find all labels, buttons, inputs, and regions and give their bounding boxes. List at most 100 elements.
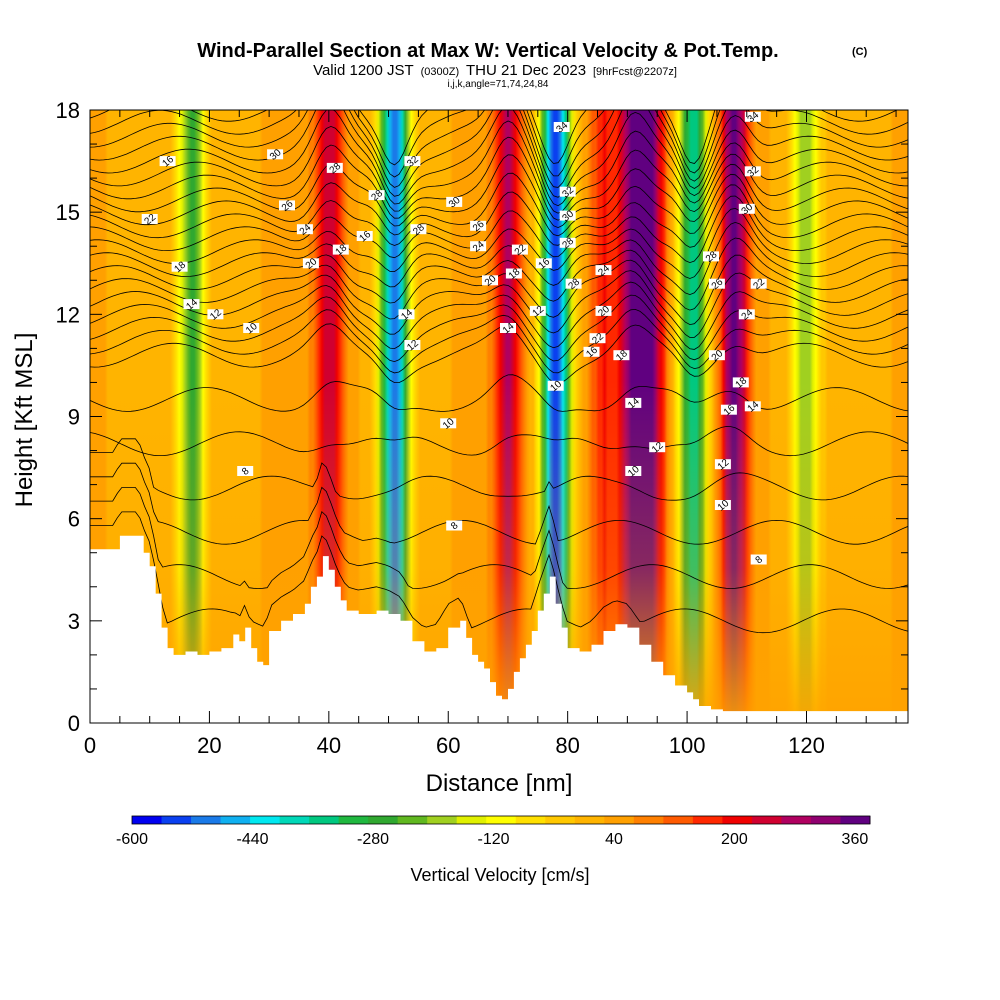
theta-contour-line bbox=[90, 270, 908, 338]
x-tick-label: 20 bbox=[197, 733, 221, 758]
theta-contour-label: 16 bbox=[583, 344, 600, 360]
theta-contour-line bbox=[90, 462, 908, 545]
y-tick-label: 3 bbox=[68, 609, 80, 634]
colorbar-swatch bbox=[751, 816, 782, 824]
colorbar-tick-labels: -600 -440 -280 -120 40 200 360 bbox=[116, 831, 868, 848]
theta-contour-label: 20 bbox=[595, 304, 612, 319]
colorbar-swatch bbox=[722, 816, 753, 824]
theta-contour-label: 26 bbox=[279, 198, 296, 214]
theta-contour-label: 20 bbox=[302, 256, 320, 272]
axis-ticks bbox=[89, 109, 908, 724]
theta-contour-line bbox=[90, 254, 908, 326]
theta-contour-label: 34 bbox=[744, 110, 762, 125]
colorbar-swatch bbox=[840, 816, 871, 824]
theta-contour-line bbox=[90, 110, 899, 166]
theta-contour-label: 12 bbox=[714, 457, 732, 473]
theta-contour-line bbox=[90, 172, 908, 237]
theta-contour-label: 32 bbox=[404, 154, 421, 170]
theta-contour-label: 34 bbox=[553, 120, 570, 136]
theta-contour-label: 10 bbox=[625, 464, 642, 480]
theta-contour-line bbox=[90, 136, 908, 221]
colorbar-tick-label: -440 bbox=[236, 831, 268, 848]
theta-contour-line bbox=[90, 294, 908, 363]
colorbar-tick-label: 40 bbox=[605, 831, 623, 848]
theta-contour-line bbox=[90, 184, 908, 248]
y-tick-label: 9 bbox=[68, 405, 80, 430]
chart-subtitle: Valid 1200 JST (0300Z) THU 21 Dec 2023 [… bbox=[313, 62, 677, 79]
theta-contour-label: 24 bbox=[470, 239, 487, 255]
colorbar-swatch bbox=[279, 816, 310, 824]
x-axis-label: Distance [nm] bbox=[426, 770, 573, 797]
theta-contour-label: 10 bbox=[440, 416, 457, 432]
theta-contour-label: 30 bbox=[446, 195, 463, 210]
theta-contour-label: 30 bbox=[559, 208, 576, 224]
colorbar-swatch bbox=[427, 816, 458, 824]
x-tick-label: 40 bbox=[317, 733, 341, 758]
theta-contour-label: 12 bbox=[207, 307, 224, 323]
theta-contour-label: 32 bbox=[559, 184, 576, 200]
colorbar-swatch bbox=[810, 816, 841, 824]
theta-contour-line bbox=[90, 281, 908, 350]
subtitle-utc: (0300Z) bbox=[421, 66, 460, 78]
colorbar-swatch bbox=[456, 816, 487, 824]
theta-contour-label: 18 bbox=[505, 266, 523, 282]
theta-contour-line bbox=[90, 221, 908, 296]
theta-contour-label: 16 bbox=[159, 154, 176, 170]
colorbar-swatch bbox=[574, 816, 605, 824]
theta-contour-label: 28 bbox=[368, 188, 385, 204]
theta-contour-label: 8 bbox=[750, 554, 767, 566]
svg-text:8: 8 bbox=[754, 554, 766, 566]
theta-contour-label: 22 bbox=[511, 242, 529, 258]
y-tick-label: 6 bbox=[68, 507, 80, 532]
colorbar-tick-label: 200 bbox=[721, 831, 748, 848]
theta-contour-label: 14 bbox=[183, 297, 200, 313]
theta-contour-label: 30 bbox=[738, 201, 756, 217]
subtitle-valid-time: Valid 1200 JST bbox=[313, 62, 414, 79]
svg-text:8: 8 bbox=[240, 465, 252, 477]
colorbar-swatch bbox=[309, 816, 340, 824]
theta-contour-label: 22 bbox=[589, 331, 606, 347]
x-tick-label: 60 bbox=[436, 733, 460, 758]
colorbar-swatch bbox=[545, 816, 576, 824]
plot-area: 1622181412103026242018162828322814123026… bbox=[90, 110, 908, 723]
title-copyright-mark: (C) bbox=[852, 46, 868, 58]
theta-contour-label: 26 bbox=[470, 218, 487, 234]
colorbar bbox=[131, 815, 871, 825]
colorbar-label: Vertical Velocity [cm/s] bbox=[410, 865, 589, 885]
theta-contour-label: 18 bbox=[171, 259, 188, 275]
colorbar-swatch bbox=[604, 816, 635, 824]
theta-contour-label: 24 bbox=[296, 222, 314, 238]
colorbar-tick-label: -120 bbox=[477, 831, 509, 848]
colorbar-swatch bbox=[692, 816, 723, 824]
colorbar-tick-label: -600 bbox=[116, 831, 148, 848]
y-tick-label: 18 bbox=[56, 98, 80, 123]
colorbar-swatch bbox=[486, 816, 517, 824]
theta-contour-line bbox=[90, 195, 908, 264]
theta-contour-label: 28 bbox=[559, 235, 576, 251]
theta-contour-label: 8 bbox=[446, 520, 463, 532]
theta-contour-label: 26 bbox=[708, 276, 726, 292]
theta-contour-label: 28 bbox=[326, 161, 344, 176]
theta-contour-label: 14 bbox=[398, 307, 415, 323]
contour-labels: 1622181412103026242018162828322814123026… bbox=[141, 110, 767, 566]
colorbar-swatch bbox=[191, 816, 222, 824]
theta-contour-label: 10 bbox=[547, 378, 564, 394]
theta-contour-line bbox=[90, 308, 908, 374]
colorbar-swatch bbox=[132, 816, 163, 824]
theta-contour-label: 12 bbox=[649, 440, 666, 456]
chart-title: Wind-Parallel Section at Max W: Vertical… bbox=[197, 40, 778, 62]
subtitle-date: THU 21 Dec 2023 bbox=[466, 62, 586, 79]
theta-contour-line bbox=[90, 487, 908, 589]
theta-contour-line bbox=[90, 110, 908, 178]
theta-contour-label: 16 bbox=[720, 402, 738, 418]
theta-contour-line bbox=[90, 426, 908, 457]
theta-contour-line bbox=[90, 323, 908, 385]
colorbar-swatch bbox=[250, 816, 281, 824]
colorbar-tick-label: 360 bbox=[842, 831, 869, 848]
subtitle-forecast: [9hrFcst@2207z] bbox=[593, 66, 677, 78]
theta-contour-label: 22 bbox=[750, 276, 767, 292]
theta-contour-label: 22 bbox=[141, 212, 158, 228]
theta-contour-label: 18 bbox=[613, 348, 630, 364]
theta-contour-label: 20 bbox=[482, 273, 499, 289]
